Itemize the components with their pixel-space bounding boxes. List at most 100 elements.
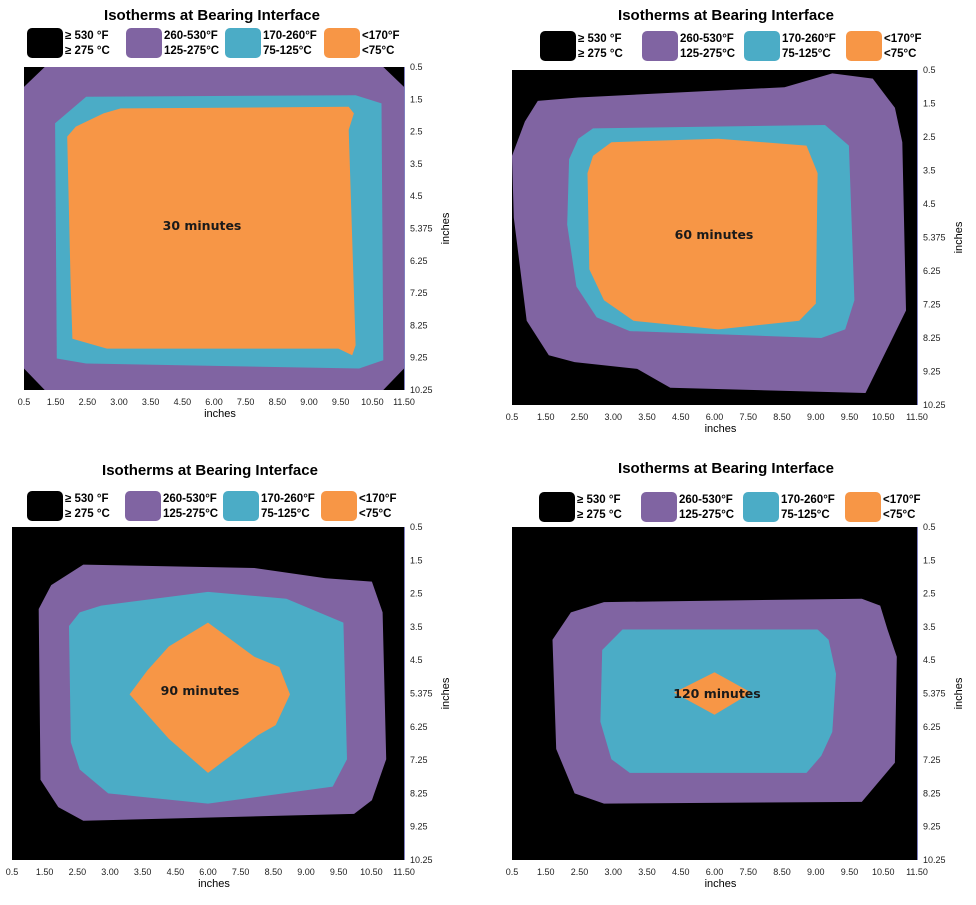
legend-swatch [126, 28, 162, 58]
legend-swatch [845, 492, 881, 522]
x-axis-label: inches [198, 878, 230, 890]
y-axis-label: inches [440, 212, 452, 244]
x-tick-label: 7.50 [739, 412, 757, 422]
y-tick-label: 8.25 [923, 788, 941, 798]
y-tick-label: 9.25 [923, 367, 941, 377]
x-tick-label: 0.5 [18, 397, 31, 407]
y-tick-label: 9.25 [923, 822, 941, 832]
time-annotation: 120 minutes [673, 686, 760, 701]
x-tick-label: 7.50 [237, 397, 255, 407]
x-tick-label: 8.50 [773, 867, 791, 877]
y-tick-label: 6.25 [410, 256, 428, 266]
legend-label: 170-260°F [261, 493, 315, 505]
y-axis-label: inches [953, 221, 965, 253]
x-tick-label: 9.00 [300, 397, 318, 407]
x-tick-label: 4.50 [174, 397, 192, 407]
isotherm-zone-orange [674, 672, 752, 715]
legend-label: ≥ 275 °C [578, 48, 623, 60]
x-tick-label: 11.50 [393, 397, 415, 407]
legend-swatch [540, 31, 576, 61]
y-tick-label: 10.25 [923, 400, 946, 410]
y-tick-label: 3.5 [923, 166, 936, 176]
isotherm-zone-orange [129, 622, 290, 773]
legend-label: <170°F [883, 494, 921, 506]
legend-swatch [642, 31, 678, 61]
y-tick-label: 0.5 [923, 65, 936, 75]
y-tick-label: 9.25 [410, 353, 428, 363]
x-tick-label: 3.00 [110, 397, 128, 407]
x-tick-label: 3.00 [604, 412, 622, 422]
x-tick-label: 3.50 [134, 867, 152, 877]
x-tick-label: 6.00 [706, 867, 724, 877]
x-tick-label: 6.00 [706, 412, 724, 422]
legend-swatch [225, 28, 261, 58]
x-tick-label: 2.50 [571, 867, 589, 877]
legend-swatch [27, 28, 63, 58]
legend-label: ≥ 275 °C [577, 509, 622, 521]
y-tick-label: 7.25 [923, 755, 941, 765]
y-tick-label: 4.5 [410, 655, 423, 665]
x-tick-label: 1.50 [537, 867, 555, 877]
legend-label: 75-125°C [782, 48, 831, 60]
x-axis-label: inches [204, 408, 236, 420]
y-tick-label: 3.5 [410, 159, 423, 169]
chart-svg: Isotherms at Bearing Interface ≥ 530 °F ≥ … [18, 7, 452, 420]
isotherm-zone-orange [587, 138, 818, 330]
legend-label: ≥ 530 °F [578, 33, 622, 45]
legend-label: 75-125°C [261, 508, 310, 520]
y-axis-label: inches [953, 677, 965, 709]
legend-label: ≥ 530 °F [577, 494, 621, 506]
x-tick-label: 9.50 [841, 867, 859, 877]
x-tick-label: 3.00 [604, 867, 622, 877]
y-tick-label: 6.25 [923, 722, 941, 732]
chart-panel-30-min: Isotherms at Bearing Interface ≥ 530 °F ≥ … [0, 0, 488, 452]
y-tick-label: 4.5 [923, 199, 936, 209]
chart-svg: Isotherms at Bearing Interface ≥ 530 °F ≥ … [506, 7, 965, 435]
legend-label: <75°C [359, 508, 391, 520]
x-tick-label: 9.50 [841, 412, 859, 422]
x-tick-label: 7.50 [232, 867, 250, 877]
y-tick-label: 2.5 [923, 132, 936, 142]
legend-label: 75-125°C [781, 509, 830, 521]
chart-title: Isotherms at Bearing Interface [104, 7, 320, 24]
y-tick-label: 7.25 [410, 755, 428, 765]
legend-label: <170°F [359, 493, 397, 505]
y-tick-label: 10.25 [410, 855, 433, 865]
x-tick-label: 4.50 [167, 867, 185, 877]
x-tick-label: 11.50 [393, 867, 415, 877]
y-tick-label: 10.25 [410, 385, 433, 395]
y-tick-label: 6.25 [410, 722, 428, 732]
y-tick-label: 2.5 [923, 589, 936, 599]
y-tick-label: 0.5 [410, 62, 423, 72]
x-axis-label: inches [705, 423, 737, 435]
legend-label: 260-530°F [163, 493, 217, 505]
chart-svg: Isotherms at Bearing Interface ≥ 530 °F ≥ … [506, 460, 965, 890]
y-tick-label: 5.375 [923, 233, 946, 243]
x-tick-label: 2.50 [69, 867, 87, 877]
legend-label: 125-275°C [679, 509, 734, 521]
y-tick-label: 5.375 [410, 224, 433, 234]
x-tick-label: 9.50 [330, 867, 348, 877]
legend-swatch [125, 491, 161, 521]
legend-swatch [27, 491, 63, 521]
y-tick-label: 3.5 [410, 622, 423, 632]
x-tick-label: 8.50 [269, 397, 287, 407]
x-tick-label: 1.50 [537, 412, 555, 422]
legend-label: <170°F [884, 33, 922, 45]
x-tick-label: 8.50 [265, 867, 283, 877]
y-tick-label: 0.5 [410, 522, 423, 532]
x-tick-label: 11.50 [906, 412, 928, 422]
time-annotation: 30 minutes [163, 218, 242, 233]
y-tick-label: 10.25 [923, 855, 946, 865]
legend-label: 170-260°F [781, 494, 835, 506]
x-tick-label: 6.00 [199, 867, 217, 877]
y-tick-label: 1.5 [923, 99, 936, 109]
x-tick-label: 0.5 [506, 867, 519, 877]
y-tick-label: 7.25 [923, 300, 941, 310]
legend-label: 125-275°C [164, 45, 219, 57]
chart-title: Isotherms at Bearing Interface [618, 460, 834, 477]
legend-swatch [846, 31, 882, 61]
x-tick-label: 6.00 [205, 397, 223, 407]
legend-swatch [744, 31, 780, 61]
x-tick-label: 8.50 [773, 412, 791, 422]
